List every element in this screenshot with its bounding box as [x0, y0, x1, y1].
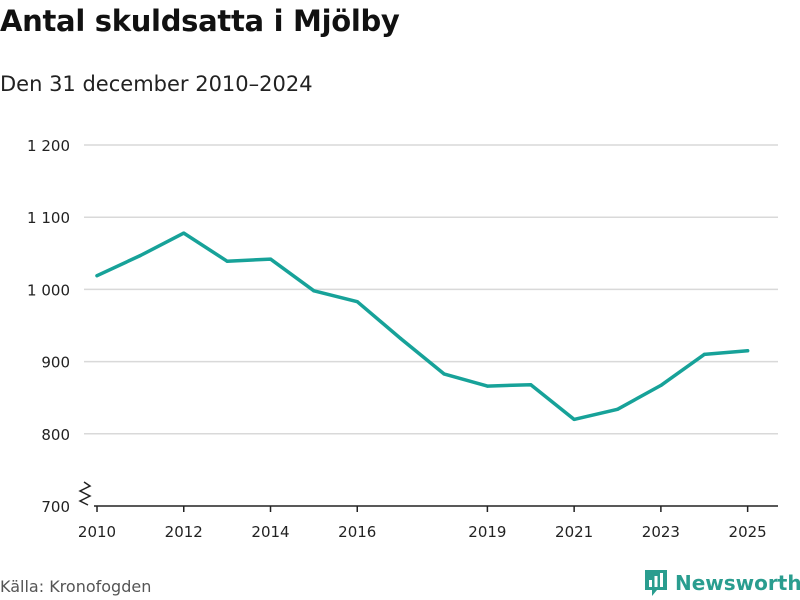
axis-break-icon: [78, 481, 92, 506]
y-tick-label: 1 000: [27, 281, 70, 299]
data-point-2014: [268, 257, 273, 261]
grid-lines: [84, 144, 778, 435]
x-tick-label: 2019: [468, 523, 506, 541]
data-point-2017: [399, 336, 403, 341]
y-tick-label: 700: [41, 498, 70, 516]
data-point-2023: [659, 383, 663, 388]
data-point-2015: [312, 289, 316, 293]
x-tick-label: 2010: [78, 523, 116, 541]
y-tick-label: 800: [41, 426, 70, 444]
x-tick-label: 2023: [642, 523, 680, 541]
bar-chart-icon: [645, 570, 667, 596]
data-point-2010: [95, 274, 99, 278]
x-tick-label: 2016: [338, 523, 376, 541]
x-axis-ticks: 2010 2012 2014 2016 2019 2021 2023 2025: [78, 506, 767, 541]
series-group: [95, 231, 750, 422]
data-point-2022: [615, 407, 620, 411]
x-axis: [78, 481, 778, 507]
source-note: Källa: Kronofogden: [0, 577, 152, 596]
x-tick-label: 2014: [251, 523, 289, 541]
x-tick-label: 2021: [555, 523, 593, 541]
data-point-2011: [138, 253, 142, 258]
y-tick-label: 1 100: [27, 209, 70, 227]
data-point-2025: [746, 349, 750, 353]
y-tick-label: 900: [41, 354, 70, 372]
data-point-2021: [572, 417, 576, 421]
y-axis-ticks: 700 800 900 1 000 1 100 1 200: [27, 137, 70, 516]
x-tick-label: 2025: [729, 523, 767, 541]
data-point-2016: [355, 300, 359, 304]
y-tick-label: 1 200: [27, 137, 70, 155]
data-point-2012: [182, 231, 186, 235]
data-point-2020: [529, 383, 533, 387]
chart-subtitle: Den 31 december 2010–2024: [0, 72, 313, 96]
data-point-2018: [442, 372, 446, 376]
data-point-2024: [702, 352, 706, 356]
x-tick-label: 2012: [165, 523, 203, 541]
data-point-2019: [485, 384, 489, 388]
chart-title: Antal skuldsatta i Mjölby: [0, 4, 400, 38]
series-line-0: [95, 231, 750, 422]
brand-name: Newsworthy: [675, 571, 800, 595]
data-point-2013: [225, 259, 229, 263]
brand-logo: Newsworthy: [643, 568, 800, 598]
